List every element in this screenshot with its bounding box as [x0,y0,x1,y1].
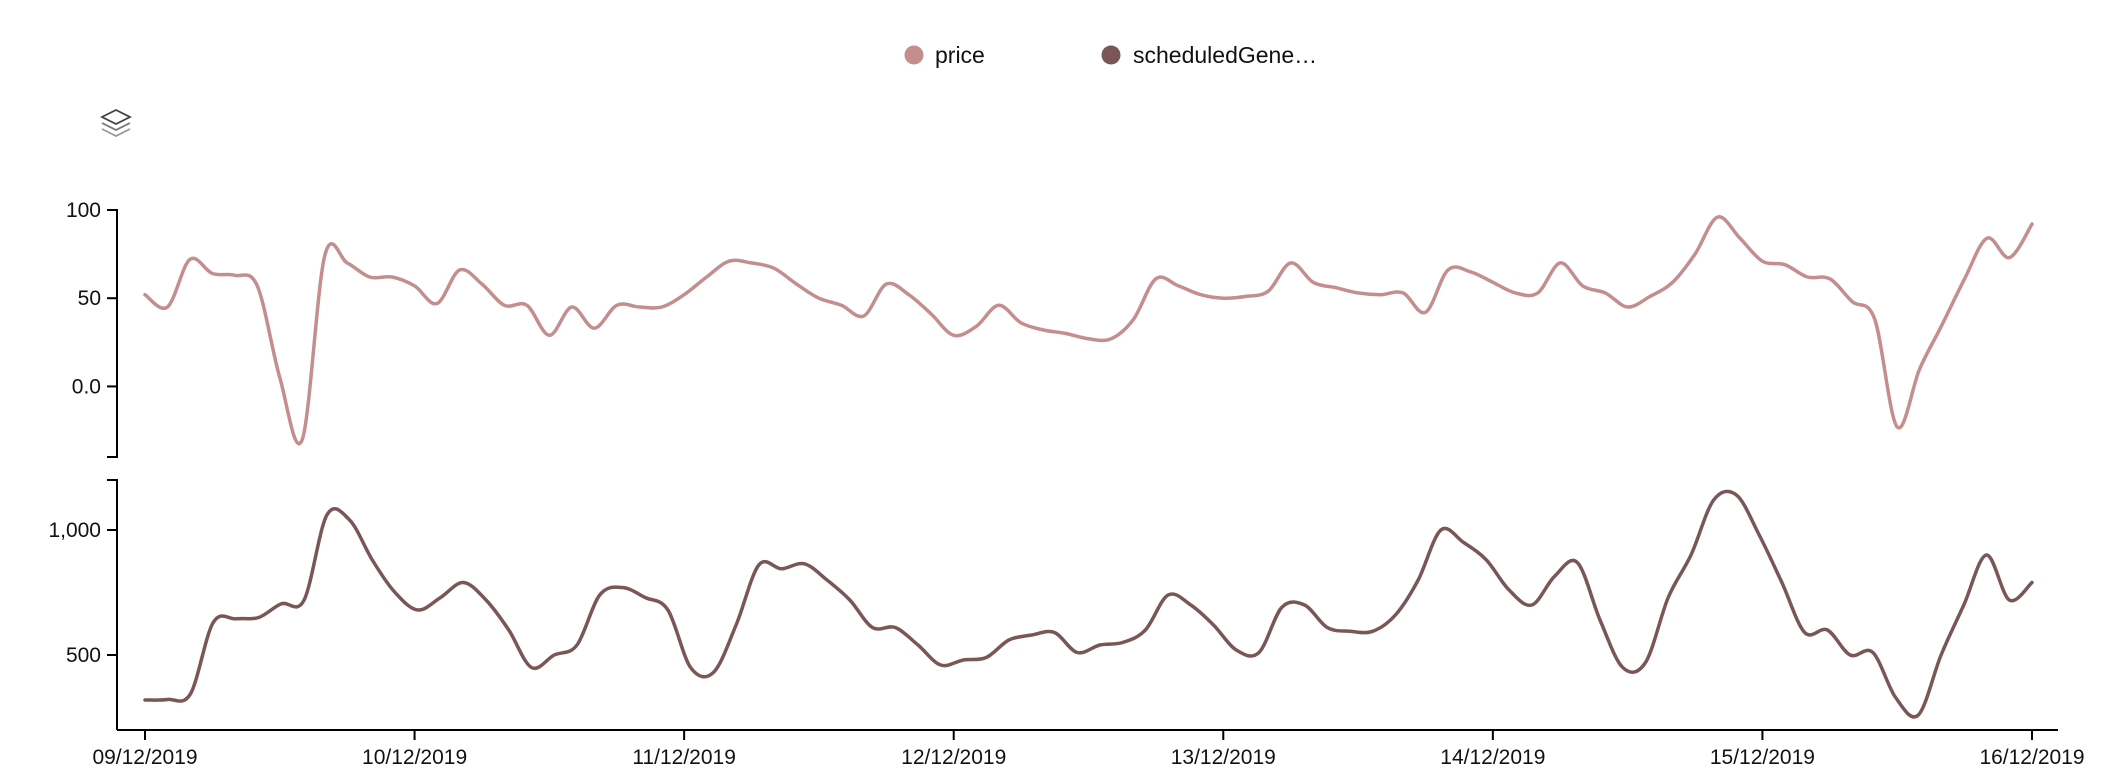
y-tick-label: 500 [66,644,101,667]
x-tick-label: 09/12/2019 [92,746,197,769]
price-panel: 100 50 0.0 [66,199,2034,458]
legend-swatch-price [904,45,924,65]
x-axis: 09/12/2019 10/12/2019 11/12/2019 12/12/2019… [92,729,2085,769]
x-tick-label: 12/12/2019 [901,746,1006,769]
y-axis-line [107,479,118,730]
x-tick-label: 14/12/2019 [1440,746,1545,769]
x-tick-label: 13/12/2019 [1171,746,1276,769]
y-axis-line [107,209,118,458]
series-line-price[interactable] [143,215,2034,446]
legend-item-scheduled-generation[interactable]: scheduledGene… [1101,42,1318,68]
y-tick-label: 50 [78,287,101,310]
legend-label-scheduled-generation: scheduledGene… [1133,42,1317,68]
y-tick-label: 100 [66,199,101,222]
x-tick-label: 16/12/2019 [1979,746,2084,769]
series-line-scheduled-generation[interactable] [143,489,2034,719]
x-tick-label: 10/12/2019 [362,746,467,769]
legend-swatch-scheduled-generation [1101,45,1121,65]
x-tick-label: 11/12/2019 [632,746,736,769]
layers-icon[interactable] [99,108,133,138]
legend-item-price[interactable]: price [904,42,985,68]
legend-label-price: price [935,42,985,68]
scheduled-generation-panel: 1,000 500 [48,479,2034,730]
legend: price scheduledGene… [904,42,1318,68]
y-tick-label: 1,000 [48,519,101,542]
y-tick-label: 0.0 [72,375,101,398]
x-tick-label: 15/12/2019 [1710,746,1815,769]
